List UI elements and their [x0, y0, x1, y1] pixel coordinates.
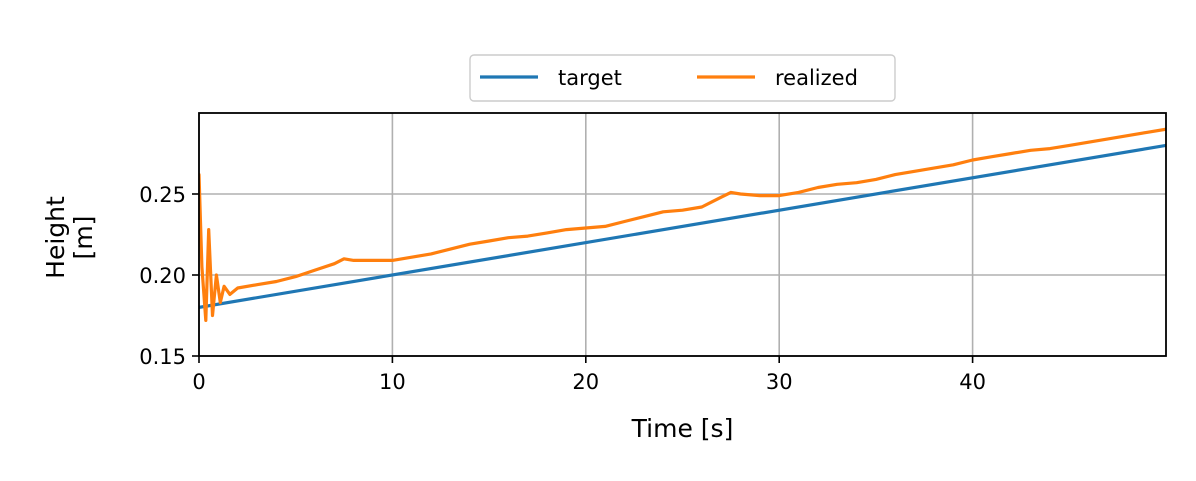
series-lines [199, 127, 1166, 322]
x-tick-label: 40 [959, 370, 986, 394]
legend-box [469, 54, 896, 102]
x-tick-label: 30 [766, 370, 793, 394]
grid [198, 113, 1166, 357]
x-tick-label: 20 [572, 370, 599, 394]
series-line-realized [199, 127, 1166, 322]
legend-label-target: target [558, 66, 622, 90]
series-line-target [199, 143, 1166, 309]
x-axis-label: Time [s] [631, 414, 734, 443]
y-tick-label: 0.15 [139, 345, 186, 369]
y-axis-label-line-1: Height [41, 196, 70, 279]
x-tick-label: 10 [379, 370, 406, 394]
x-tick-label: 0 [192, 370, 205, 394]
axis-ticks: 0 10 20 30 40 0.15 0.20 0.25 [139, 183, 986, 394]
legend: target realized [469, 54, 896, 102]
y-tick-label: 0.20 [139, 264, 186, 288]
y-tick-label: 0.25 [139, 183, 186, 207]
legend-label-realized: realized [775, 66, 858, 90]
y-axis-label-line-2: [m] [69, 216, 98, 260]
plot-frame [198, 112, 1167, 357]
